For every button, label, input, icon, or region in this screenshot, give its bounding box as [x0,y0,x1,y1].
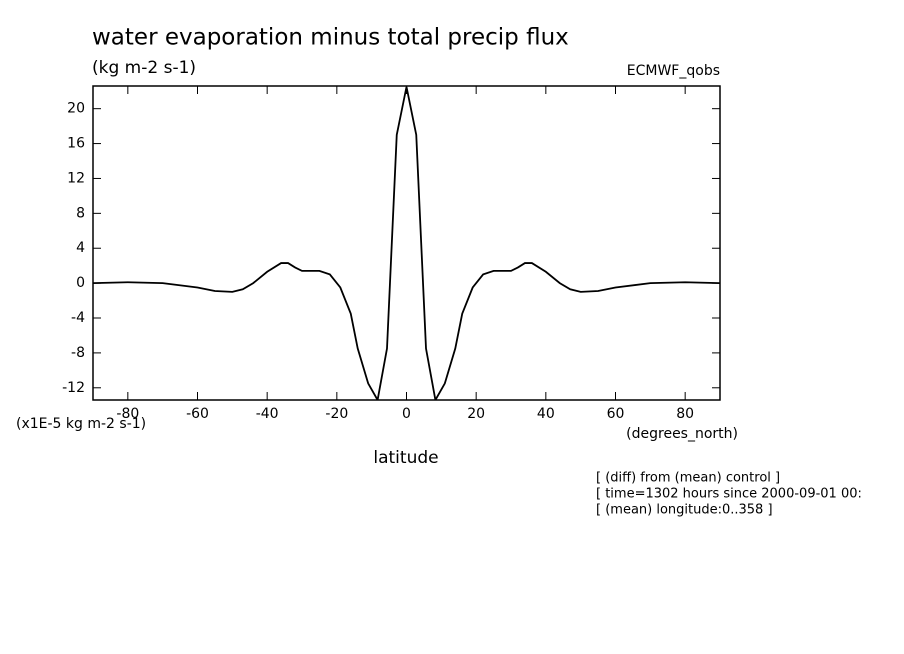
x-unit-label: (degrees_north) [626,426,738,442]
plot-frame [92,85,721,401]
x-tick-label: -40 [256,406,279,422]
y-tick-label: 0 [76,275,85,291]
note: [ (diff) from (mean) control ] [596,471,780,486]
y-tick-label: -8 [71,345,85,361]
y-tick-label: 8 [76,205,85,221]
x-tick-label: -80 [116,406,139,422]
chart-subtitle: (kg m-2 s-1) [92,58,196,78]
x-tick-label: -60 [186,406,209,422]
x-tick-label: 0 [402,406,411,422]
x-tick-label: 40 [537,406,555,422]
y-tick-label: 16 [67,136,85,152]
note: [ (mean) longitude:0..358 ] [596,503,773,518]
x-axis-title: latitude [373,448,438,468]
y-tick-label: -4 [71,310,85,326]
data-line [93,86,720,400]
chart-title: water evaporation minus total precip flu… [92,25,569,51]
note: [ time=1302 hours since 2000-09-01 00: [596,487,862,502]
y-tick-label: 12 [67,170,85,186]
x-tick-label: 60 [607,406,625,422]
y-unit-label: (x1E-5 kg m-2 s-1) [16,416,146,432]
x-tick-label: -20 [325,406,348,422]
y-tick-label: 20 [67,101,85,117]
y-tick-label: 4 [76,240,85,256]
x-tick-label: 80 [676,406,694,422]
source-label: ECMWF_qobs [627,63,720,79]
x-tick-label: 20 [467,406,485,422]
y-tick-label: -12 [62,380,85,396]
